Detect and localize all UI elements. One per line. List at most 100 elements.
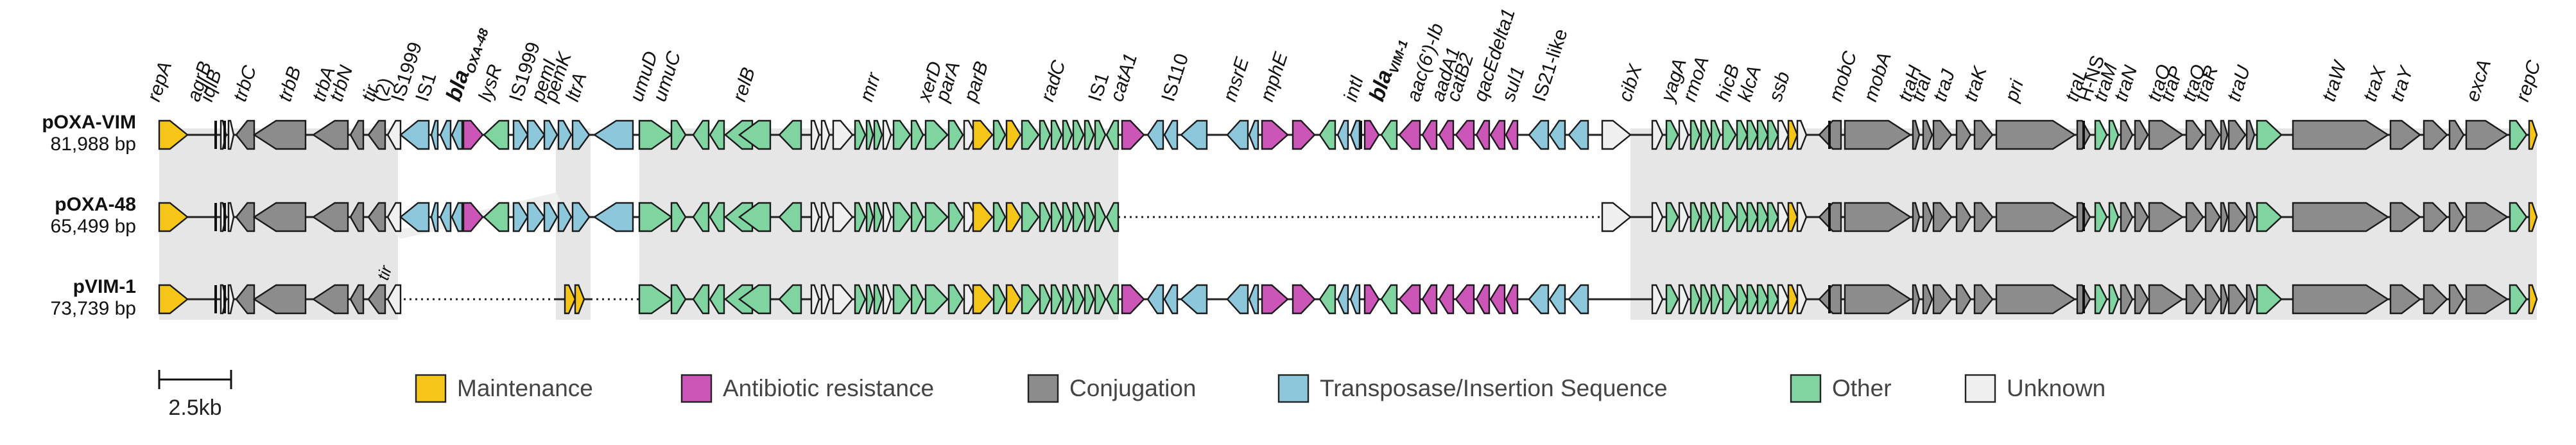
gene-arrow (2423, 202, 2448, 232)
gene-arrow (2256, 119, 2283, 150)
gene-arrow (1226, 119, 1249, 150)
gene-arrow (1005, 202, 1022, 232)
gene-arrow (1767, 119, 1779, 150)
gene-arrow (2220, 119, 2229, 150)
gene-label-text: traY (2386, 63, 2417, 104)
gene-arrow (1105, 119, 1119, 150)
gene-arrow (778, 119, 802, 150)
legend-label: Other (1832, 375, 1892, 401)
gene-label: radC (1037, 58, 1070, 104)
gene-arrow (1665, 202, 1679, 232)
gene-label: trbB (274, 64, 305, 105)
gene-arrow (1710, 119, 1722, 150)
gene-arrow (252, 202, 307, 232)
gene-arrow (451, 202, 463, 232)
gene-arrow (924, 202, 949, 232)
gene-arrow (1787, 284, 1799, 315)
gene-label-text: intI (1340, 73, 1368, 104)
gene-arrow (992, 202, 1007, 232)
gene-arrow (1973, 202, 1994, 232)
gene-arrow (2227, 202, 2247, 232)
gene-label-text: traU (2223, 63, 2254, 104)
gene-arrow (854, 284, 867, 315)
gene-arrow (1005, 119, 1022, 150)
gene-arrow (1248, 119, 1259, 150)
gene-arrow (2120, 119, 2134, 150)
gene-arrow (462, 202, 484, 232)
legend-label: Antibiotic resistance (723, 375, 934, 401)
track-size-pOXA-VIM: 81,988 bp (51, 134, 136, 155)
gene-arrow (1767, 284, 1779, 315)
gene-arrow (854, 119, 867, 150)
gene-arrow (865, 119, 874, 150)
gene-arrow (1505, 284, 1519, 315)
gene-label-text: mobC (1825, 49, 1861, 105)
track-name-pVIM-1: pVIM-1 (73, 276, 136, 297)
gene-arrow (1736, 119, 1749, 150)
track-name-pOXA-48: pOXA-48 (55, 194, 136, 215)
gene-arrow (349, 202, 365, 232)
gene-label: trbC (229, 63, 261, 104)
gene-arrow (1039, 119, 1051, 150)
legend-item: Conjugation (1027, 374, 1196, 403)
gene-arrow (1349, 284, 1361, 315)
gene-arrow (1678, 119, 1690, 150)
gene-arrow (2185, 119, 2204, 150)
gene-arrow (1292, 119, 1316, 150)
gene-arrow (1105, 284, 1119, 315)
gene-arrow (2256, 284, 2283, 315)
gene-arrow (1261, 119, 1289, 150)
gene-arrow (543, 119, 558, 150)
gene-arrow (574, 284, 585, 315)
gene-arrow (483, 202, 510, 232)
legend-label: Maintenance (457, 375, 593, 401)
gene-arrow (924, 119, 949, 150)
gene-label-text: msrE (1219, 54, 1253, 104)
gene-arrow (1796, 284, 1808, 315)
gene-arrow (1349, 119, 1361, 150)
gene-arrow (564, 284, 576, 315)
gene-arrow (1005, 284, 1022, 315)
gene-arrow (1039, 284, 1051, 315)
gene-arrow (1700, 202, 1711, 232)
gene-label: mobA (1860, 49, 1896, 104)
gene-arrow (1722, 119, 1737, 150)
gene-arrow (1922, 119, 1933, 150)
gene-arrow (2148, 202, 2184, 232)
gene-arrow (2094, 119, 2108, 150)
scale-bar-label: 2.5kb (168, 396, 221, 420)
gene-arrow (1336, 119, 1349, 150)
gene-arrow (992, 119, 1007, 150)
scale-bar: 2.5kb (158, 370, 232, 420)
gene-arrow (992, 284, 1007, 315)
gene-arrow (1072, 284, 1085, 315)
gene-arrow (2204, 202, 2221, 232)
gene-arrow (1973, 284, 1994, 315)
gene-label-text: cibX (1614, 62, 1647, 105)
gene-arrow (557, 119, 573, 150)
gene-arrow (1072, 202, 1085, 232)
gene-arrow (1021, 119, 1040, 150)
gene-arrow (1261, 284, 1289, 315)
gene-arrow (2528, 284, 2538, 315)
gene-label: traU (2223, 63, 2254, 104)
gene-label-subscript: VIM-1 (1387, 39, 1411, 76)
gene-arrow (1690, 202, 1701, 232)
gene-arrow (882, 284, 892, 315)
gene-arrow (2120, 284, 2134, 315)
gene-arrow (832, 202, 854, 232)
gene-arrow (2185, 202, 2204, 232)
gene-label: excA (2462, 57, 2495, 105)
gene-arrow (692, 119, 710, 150)
gene-arrow (1163, 284, 1179, 315)
legend-label: Transposase/Insertion Sequence (1320, 375, 1668, 401)
gene-label: IS21-like (1528, 26, 1571, 104)
gene-arrow (910, 202, 924, 232)
gene-arrow (778, 284, 802, 315)
gene-arrow (910, 119, 924, 150)
gene-arrow (349, 284, 365, 315)
legend-item: Maintenance (415, 374, 593, 403)
gene-arrow (1455, 284, 1475, 315)
gene-arrow (311, 202, 349, 232)
gene-arrow (1678, 284, 1690, 315)
